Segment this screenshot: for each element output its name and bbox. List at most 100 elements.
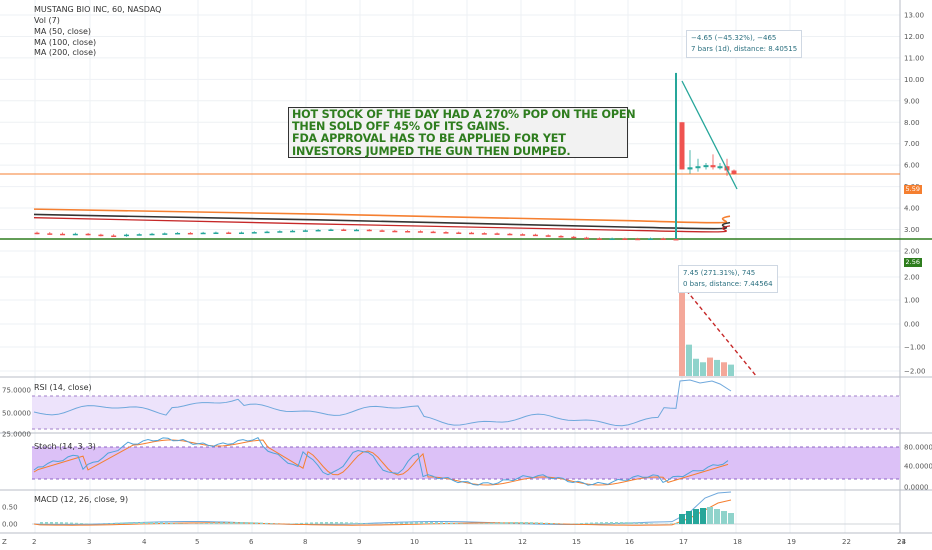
- measure-box-bottom[interactable]: 7.45 (271.31%), 745 0 bars, distance: 7.…: [678, 265, 778, 293]
- volume-axis-tick: −2.00: [904, 368, 925, 376]
- macd-histogram-bar: [707, 507, 713, 524]
- candle-body: [443, 232, 449, 234]
- macd-histogram-bar: [180, 523, 183, 524]
- ma-50-line: [33, 217, 731, 233]
- headline-line: FDA APPROVAL HAS TO BE APPLIED FOR YET: [292, 132, 566, 146]
- measure-bottom-line2: 0 bars, distance: 7.44564: [683, 280, 773, 288]
- macd-histogram-bar: [335, 522, 338, 524]
- candle-body: [341, 229, 347, 231]
- candle-body: [328, 229, 334, 231]
- macd-histogram-bar: [350, 522, 353, 524]
- moving-averages: [33, 208, 731, 233]
- candle-body: [200, 232, 206, 235]
- volume-bar: [714, 359, 720, 376]
- volume-bars: [679, 277, 734, 376]
- volume-bar: [686, 344, 692, 376]
- macd-histogram-bar: [721, 511, 727, 524]
- indicator-label-vol[interactable]: Vol (7): [34, 16, 60, 25]
- macd-histogram-bar: [205, 522, 208, 524]
- candle-body: [60, 233, 66, 236]
- measure-box-top[interactable]: −4.65 (−45.32%), −465 7 bars (1d), dista…: [686, 30, 803, 58]
- volume-bar: [721, 362, 727, 376]
- candle-body: [417, 231, 423, 233]
- headline-annotation[interactable]: HOT STOCK OF THE DAY HAD A 270% POP ON T…: [288, 107, 636, 158]
- candle-body: [392, 230, 398, 233]
- macd-histogram-bar: [575, 523, 578, 524]
- timezone-icon: Z: [2, 538, 7, 546]
- measure-top-line2: 7 bars (1d), distance: 8.40515: [691, 45, 798, 53]
- headline-line: THEN SOLD OFF 45% OF ITS GAINS.: [292, 120, 510, 134]
- ma-200-line: [33, 208, 731, 224]
- price-axis-tick: 13.00: [904, 12, 924, 20]
- symbol-title: MUSTANG BIO INC, 60, NASDAQ: [34, 5, 161, 14]
- macd-histogram-bar: [590, 522, 593, 524]
- volume-axis-tick: −1.00: [904, 344, 925, 352]
- headline-line: INVESTORS JUMPED THE GUN THEN DUMPED.: [292, 144, 571, 158]
- time-axis-tick: 23: [897, 538, 906, 546]
- macd-histogram-bar: [50, 522, 53, 524]
- macd-histogram-bar: [70, 522, 73, 524]
- indicator-label-ma100[interactable]: MA (100, close): [34, 38, 96, 47]
- indicator-label-ma50[interactable]: MA (50, close): [34, 27, 91, 36]
- macd-histogram-bar: [435, 522, 438, 524]
- stoch-pane-label[interactable]: Stoch (14, 3, 3): [34, 442, 96, 451]
- time-axis-tick: 19: [787, 538, 796, 546]
- macd-histogram-bar: [450, 522, 453, 524]
- volume-bar: [700, 362, 706, 376]
- candle-body: [72, 233, 78, 236]
- price-axis-tick: 9.00: [904, 97, 920, 105]
- candle-body: [469, 232, 475, 235]
- candle-body: [731, 170, 737, 174]
- macd-histogram-bar: [625, 522, 628, 524]
- macd-histogram-bar: [595, 522, 598, 524]
- macd-histogram-bar: [600, 522, 603, 524]
- time-axis-tick: 2: [32, 538, 36, 546]
- macd-histogram-bar: [645, 523, 648, 524]
- candle-body: [596, 238, 602, 241]
- macd-histogram-bar: [686, 511, 692, 524]
- candle-body: [609, 238, 615, 241]
- macd-histogram-bar: [105, 523, 108, 524]
- candle-body: [481, 233, 487, 235]
- rsi-pane-label[interactable]: RSI (14, close): [34, 383, 92, 392]
- rsi-line: [33, 379, 732, 427]
- levels: [0, 173, 932, 240]
- macd-histogram-bar: [700, 508, 706, 524]
- macd-histogram-bar: [75, 522, 78, 524]
- macd-histogram-bar: [620, 522, 623, 524]
- candle-body: [85, 233, 91, 236]
- rsi-axis-tick: 75.0000: [2, 387, 31, 395]
- macd-histogram-bar: [240, 522, 243, 524]
- candle-body: [507, 233, 513, 236]
- macd-histogram-bar: [230, 522, 233, 524]
- macd-histogram-bar: [245, 522, 248, 524]
- time-axis-tick: 3: [87, 538, 91, 546]
- candle-body: [571, 236, 577, 239]
- time-axis-tick: 17: [679, 538, 688, 546]
- macd-histogram-bar: [320, 522, 323, 524]
- price-axis-tick: 11.00: [904, 54, 924, 62]
- indicator-label-ma200[interactable]: MA (200, close): [34, 48, 96, 57]
- candle-body: [679, 122, 685, 170]
- macd-histogram-bar: [495, 522, 498, 524]
- candle-body: [710, 165, 716, 168]
- rsi-band: [32, 396, 900, 429]
- stoch-k-line: [33, 436, 729, 486]
- drawings: [681, 80, 758, 378]
- current-price-tag: 5.59: [903, 185, 922, 194]
- macd-histogram-bar: [60, 522, 63, 524]
- measure-bottom-line1: 7.45 (271.31%), 745: [683, 269, 756, 277]
- candle-body: [123, 234, 129, 237]
- candle-body: [520, 234, 526, 236]
- candle-body: [162, 233, 168, 235]
- candle-body: [47, 233, 53, 235]
- macd-histogram-bar: [125, 522, 128, 524]
- macd-axis-tick: 0.00: [2, 521, 18, 529]
- time-axis-tick: 16: [625, 538, 634, 546]
- macd-histogram-bar: [610, 522, 613, 524]
- macd-histogram-bar: [300, 522, 303, 524]
- macd-histogram-bar: [430, 522, 433, 524]
- macd-histogram-bar: [485, 523, 488, 524]
- macd-histogram-bar: [355, 522, 358, 524]
- macd-pane-label[interactable]: MACD (12, 26, close, 9): [34, 495, 128, 504]
